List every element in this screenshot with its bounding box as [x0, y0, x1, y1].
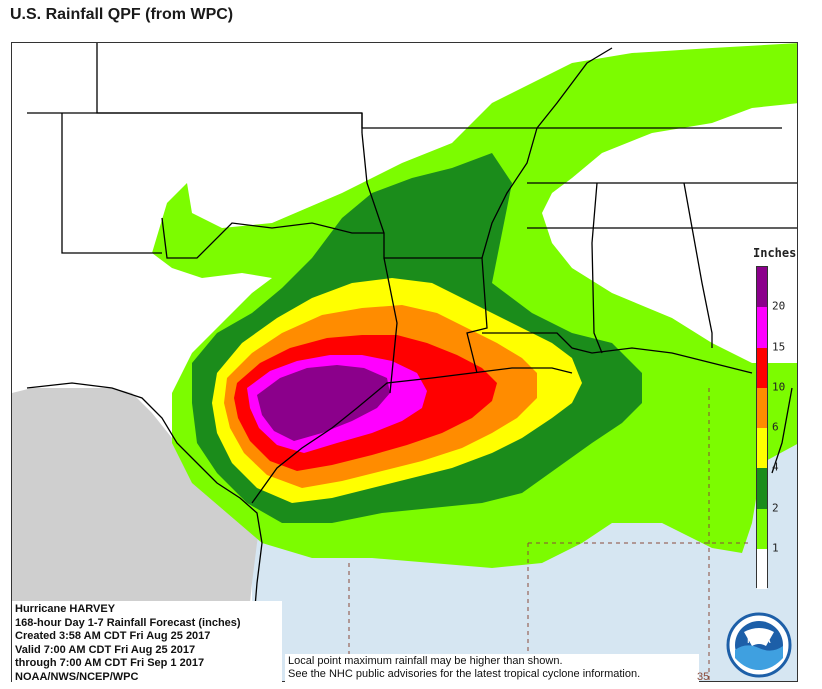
legend-swatch	[757, 387, 767, 428]
page-title: U.S. Rainfall QPF (from WPC)	[10, 6, 234, 23]
noaa-logo-icon: NOAA	[726, 612, 792, 678]
border-line	[481, 47, 613, 259]
legend-swatch	[757, 428, 767, 469]
border-line	[161, 217, 384, 259]
data-source: NOAA/NWS/NCEP/WPC	[15, 670, 139, 683]
legend-swatch	[757, 508, 767, 549]
rain-band-20in	[257, 365, 390, 441]
legend-swatch	[757, 267, 767, 308]
border-line	[361, 113, 782, 129]
through-time: through 7:00 AM CDT Fri Sep 1 2017	[15, 657, 205, 669]
legend-label: 20	[772, 299, 786, 313]
product-description: 168-hour Day 1-7 Rainfall Forecast (inch…	[15, 616, 241, 629]
border-line	[251, 367, 573, 504]
border-line	[683, 182, 713, 348]
logo-text: NOAA	[747, 636, 771, 645]
border-line	[482, 332, 753, 374]
legend-swatch	[757, 307, 767, 348]
border-line	[771, 387, 793, 474]
note-line-2: See the NHC public advisories for the la…	[288, 668, 641, 680]
legend-label: 6	[772, 420, 779, 434]
legend-swatch	[757, 347, 767, 388]
created-time: Created 3:58 AM CDT Fri Aug 25 2017	[15, 630, 211, 642]
legend-label: 1	[772, 541, 779, 555]
storm-name: Hurricane HARVEY	[15, 603, 116, 615]
legend-title: Inches	[753, 246, 797, 260]
map-canvas	[12, 43, 797, 681]
valid-time: Valid 7:00 AM CDT Fri Aug 25 2017	[15, 643, 196, 656]
border-line	[96, 43, 362, 114]
border-line	[27, 112, 363, 133]
disclaimer-note: Local point maximum rainfall may be high…	[285, 654, 699, 684]
note-line-1: Local point maximum rainfall may be high…	[288, 655, 563, 667]
legend-swatch	[757, 548, 767, 589]
border-line	[591, 182, 603, 354]
legend-swatch	[757, 468, 767, 509]
legend-label: 10	[772, 380, 786, 394]
rainfall-legend: Inches 1 2 4 6 10 15 20	[750, 244, 810, 594]
rainfall-map	[11, 42, 798, 682]
political-borders	[26, 43, 797, 681]
border-line	[61, 113, 162, 254]
legend-label: 4	[772, 460, 779, 474]
forecast-info-box: Hurricane HARVEY 168-hour Day 1-7 Rainfa…	[12, 601, 282, 687]
legend-label: 2	[772, 501, 779, 514]
border-line	[26, 382, 263, 681]
grid-label: 35	[697, 671, 710, 683]
border-line	[361, 132, 488, 374]
legend-color-bar	[756, 266, 768, 589]
legend-label: 15	[772, 340, 786, 353]
